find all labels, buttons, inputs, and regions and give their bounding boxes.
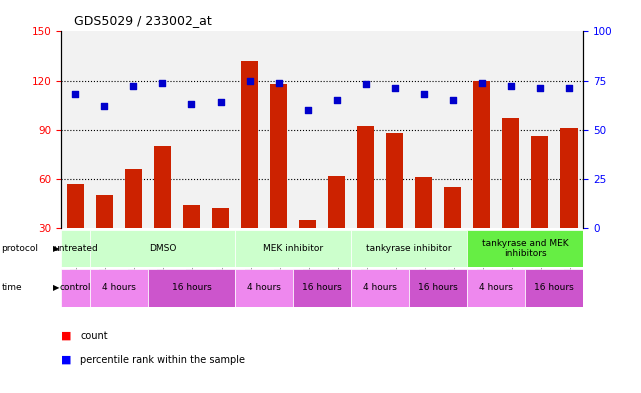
Bar — [183, 205, 200, 277]
Bar — [61, 269, 90, 307]
Bar — [560, 128, 578, 277]
Point — [477, 79, 487, 86]
Point — [447, 97, 458, 103]
Bar — [525, 269, 583, 307]
Point — [99, 103, 110, 109]
Text: 4 hours: 4 hours — [479, 283, 513, 292]
Point — [506, 83, 516, 90]
Text: 4 hours: 4 hours — [247, 283, 281, 292]
Point — [535, 85, 545, 92]
Text: MEK inhibitor: MEK inhibitor — [263, 244, 323, 253]
Point — [187, 101, 197, 107]
Bar — [125, 169, 142, 277]
Text: time: time — [1, 283, 22, 292]
Bar — [235, 230, 351, 267]
Point — [71, 91, 81, 97]
Bar — [351, 269, 409, 307]
Bar — [299, 220, 316, 277]
Bar — [409, 269, 467, 307]
Text: percentile rank within the sample: percentile rank within the sample — [80, 354, 245, 365]
Text: ▶: ▶ — [53, 283, 60, 292]
Bar — [473, 81, 490, 277]
Bar — [67, 184, 84, 277]
Bar — [386, 133, 403, 277]
Point — [274, 79, 284, 86]
Bar — [90, 230, 235, 267]
Bar — [467, 230, 583, 267]
Bar — [212, 208, 229, 277]
Text: ▶: ▶ — [53, 244, 60, 253]
Bar — [61, 230, 90, 267]
Text: 16 hours: 16 hours — [419, 283, 458, 292]
Text: 16 hours: 16 hours — [302, 283, 342, 292]
Point — [215, 99, 226, 105]
Text: 16 hours: 16 hours — [172, 283, 212, 292]
Point — [303, 107, 313, 113]
Text: GDS5029 / 233002_at: GDS5029 / 233002_at — [74, 15, 212, 28]
Text: tankyrase and MEK
inhibitors: tankyrase and MEK inhibitors — [482, 239, 569, 258]
Bar — [90, 269, 148, 307]
Point — [157, 79, 167, 86]
Bar — [467, 269, 525, 307]
Text: 4 hours: 4 hours — [102, 283, 136, 292]
Text: ■: ■ — [61, 354, 71, 365]
Point — [331, 97, 342, 103]
Bar — [270, 84, 287, 277]
Bar — [96, 195, 113, 277]
Point — [360, 81, 370, 88]
Bar — [531, 136, 549, 277]
Text: 4 hours: 4 hours — [363, 283, 397, 292]
Bar — [148, 269, 235, 307]
Bar — [415, 177, 433, 277]
Text: protocol: protocol — [1, 244, 38, 253]
Text: 16 hours: 16 hours — [535, 283, 574, 292]
Point — [390, 85, 400, 92]
Bar — [444, 187, 462, 277]
Bar — [241, 61, 258, 277]
Bar — [293, 269, 351, 307]
Bar — [154, 146, 171, 277]
Bar — [235, 269, 293, 307]
Point — [419, 91, 429, 97]
Bar — [357, 127, 374, 277]
Text: ■: ■ — [61, 331, 71, 341]
Bar — [328, 176, 345, 277]
Text: count: count — [80, 331, 108, 341]
Text: untreated: untreated — [53, 244, 98, 253]
Bar — [351, 230, 467, 267]
Text: DMSO: DMSO — [149, 244, 176, 253]
Point — [128, 83, 138, 90]
Point — [563, 85, 574, 92]
Text: tankyrase inhibitor: tankyrase inhibitor — [367, 244, 452, 253]
Text: control: control — [60, 283, 91, 292]
Bar — [502, 118, 519, 277]
Point — [244, 77, 254, 84]
